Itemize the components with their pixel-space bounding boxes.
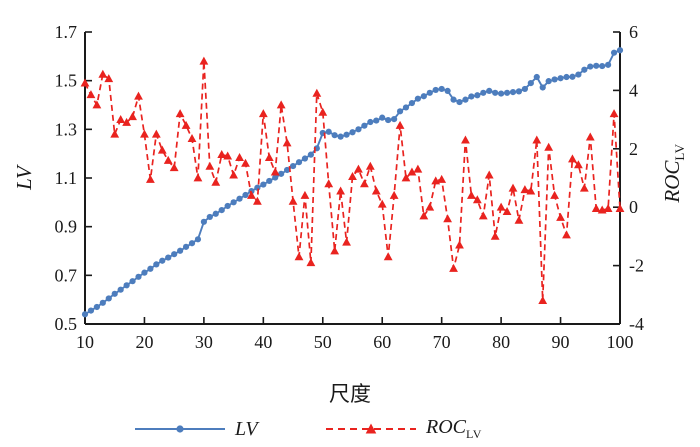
svg-text:-2: -2 [629, 256, 644, 276]
left-axis-title: LV [10, 128, 38, 228]
svg-text:1.5: 1.5 [55, 71, 78, 91]
svg-text:1.1: 1.1 [55, 168, 78, 188]
svg-text:50: 50 [314, 332, 332, 352]
lv-series-swatch-icon [135, 425, 225, 433]
svg-text:0.9: 0.9 [55, 217, 78, 237]
svg-text:4: 4 [629, 80, 638, 100]
svg-text:40: 40 [254, 332, 272, 352]
right-axis-title: ROCLV [657, 113, 687, 233]
svg-text:0: 0 [629, 197, 638, 217]
legend-label-roc: ROCLV [426, 416, 482, 441]
svg-text:90: 90 [552, 332, 570, 352]
svg-text:60: 60 [373, 332, 391, 352]
svg-text:1.3: 1.3 [55, 119, 78, 139]
left-y-axis: 0.5 0.7 0.9 1.1 1.3 1.5 1.7 [55, 22, 92, 334]
roc-series-swatch-icon [326, 423, 416, 434]
x-axis: 10 20 30 40 50 60 70 80 90 100 [76, 317, 634, 352]
chart-legend: LV ROCLV [0, 415, 700, 443]
left-axis-title-text: LV [12, 166, 36, 190]
legend-item-roc: ROCLV [324, 415, 482, 443]
right-y-axis: -4 -2 0 2 4 6 [613, 22, 644, 334]
svg-text:1.7: 1.7 [55, 22, 78, 42]
svg-text:100: 100 [607, 332, 634, 352]
svg-text:30: 30 [195, 332, 213, 352]
svg-text:0.7: 0.7 [55, 265, 78, 285]
legend-label-roc-subscript: LV [466, 427, 482, 441]
svg-text:-4: -4 [629, 314, 644, 334]
legend-item-lv: LV [133, 415, 258, 443]
svg-text:80: 80 [492, 332, 510, 352]
svg-text:2: 2 [629, 139, 638, 159]
legend-label-lv: LV [235, 417, 258, 440]
lv-series [81, 47, 624, 318]
x-axis-title: 尺度 [329, 382, 371, 406]
right-axis-title-text: ROC [660, 160, 684, 203]
svg-text:10: 10 [76, 332, 94, 352]
svg-text:6: 6 [629, 22, 638, 42]
svg-text:20: 20 [135, 332, 153, 352]
roc-series [80, 56, 625, 305]
svg-text:70: 70 [433, 332, 451, 352]
svg-text:0.5: 0.5 [55, 314, 78, 334]
right-axis-title-subscript: LV [672, 143, 688, 161]
